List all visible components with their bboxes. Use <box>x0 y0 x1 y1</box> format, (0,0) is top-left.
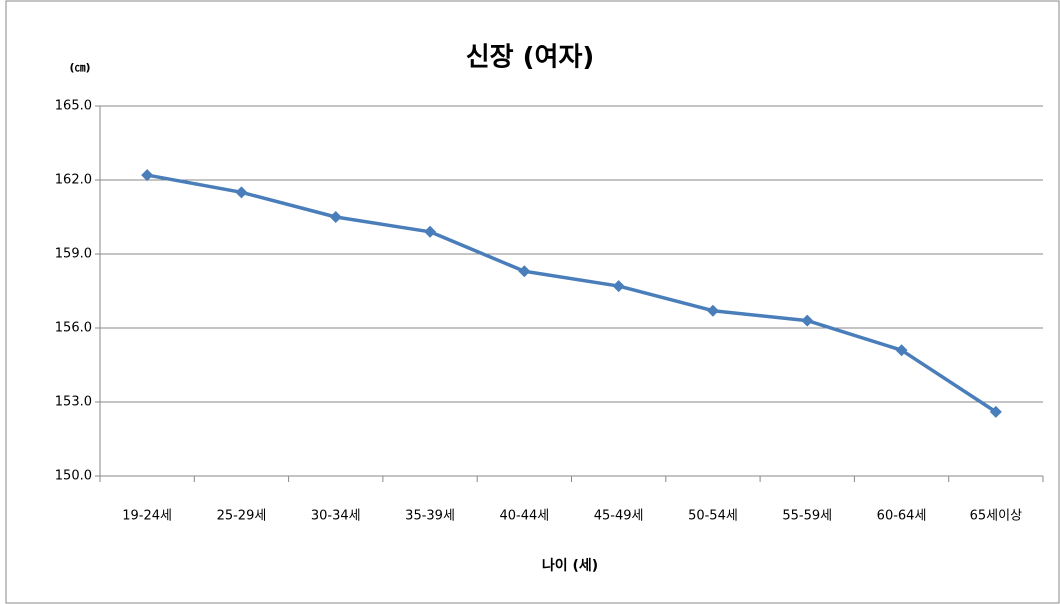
marker <box>424 225 437 238</box>
chart-title: 신장 (여자) <box>466 43 595 73</box>
marker <box>329 211 342 223</box>
y-tick-label: 153.0 <box>55 395 92 410</box>
marker <box>989 405 1002 418</box>
y-tick-label: 156.0 <box>55 321 92 336</box>
marker <box>895 344 908 357</box>
x-tick-label: 19-24세 <box>122 509 172 524</box>
line <box>146 173 997 414</box>
marker <box>706 304 719 317</box>
x-tick-label: 40-44세 <box>499 509 549 524</box>
x-tick-label: 45-49세 <box>594 509 644 524</box>
marker <box>518 265 531 278</box>
marker <box>801 314 814 327</box>
x-tick-label: 25-29세 <box>217 509 267 524</box>
marker <box>235 186 248 199</box>
x-tick-label: 55-59세 <box>782 509 832 524</box>
marker <box>141 169 154 182</box>
y-tick-label: 162.0 <box>55 173 92 188</box>
y-tick-label: 150.0 <box>55 469 92 484</box>
y-tick-label: 165.0 <box>55 99 92 114</box>
x-tick-label: 50-54세 <box>688 509 738 524</box>
y-axis-title: (㎝) <box>69 61 90 74</box>
x-tick-label: 35-39세 <box>405 509 455 524</box>
x-tick-label: 30-34세 <box>311 509 361 524</box>
x-tick-label: 60-64세 <box>877 509 927 524</box>
y-tick-label: 159.0 <box>55 247 92 262</box>
marker <box>612 280 625 293</box>
x-axis-title: 나이 (세) <box>542 557 598 574</box>
chart-border <box>5 0 1060 604</box>
x-tick-label: 65세이상 <box>970 509 1022 524</box>
